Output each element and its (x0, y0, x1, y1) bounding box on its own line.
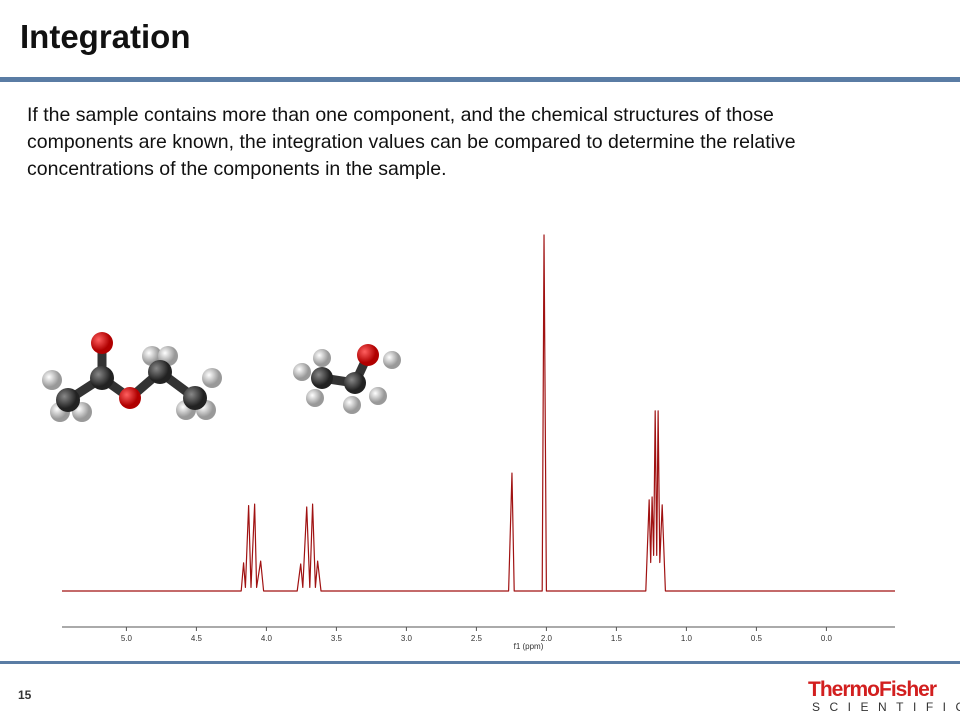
page-number: 15 (18, 688, 32, 702)
slide-title: Integration (20, 18, 191, 55)
x-tick-label: 1.0 (681, 634, 693, 643)
x-tick-label: 1.5 (611, 634, 623, 643)
bottom-rule (0, 661, 960, 664)
x-tick-label: 4.5 (191, 634, 203, 643)
ethanol-model (293, 344, 401, 414)
spectrum-line (62, 234, 895, 592)
ethyl-acetate-model (42, 332, 222, 422)
x-axis-label: f1 (ppm) (514, 642, 544, 651)
x-tick-label: 4.0 (261, 634, 273, 643)
x-tick-label: 2.0 (541, 634, 553, 643)
logo-brand: ThermoFisher (808, 678, 937, 701)
top-rule (0, 77, 960, 82)
body-text: If the sample contains more than one com… (27, 104, 796, 180)
x-tick-label: 3.0 (401, 634, 413, 643)
x-tick-label: 3.5 (331, 634, 343, 643)
x-tick-label: 5.0 (121, 634, 133, 643)
x-tick-label: 2.5 (471, 634, 483, 643)
x-tick-label: 0.5 (751, 634, 763, 643)
logo-sub: SCIENTIFIC (812, 700, 960, 714)
x-tick-label: 0.0 (821, 634, 833, 643)
